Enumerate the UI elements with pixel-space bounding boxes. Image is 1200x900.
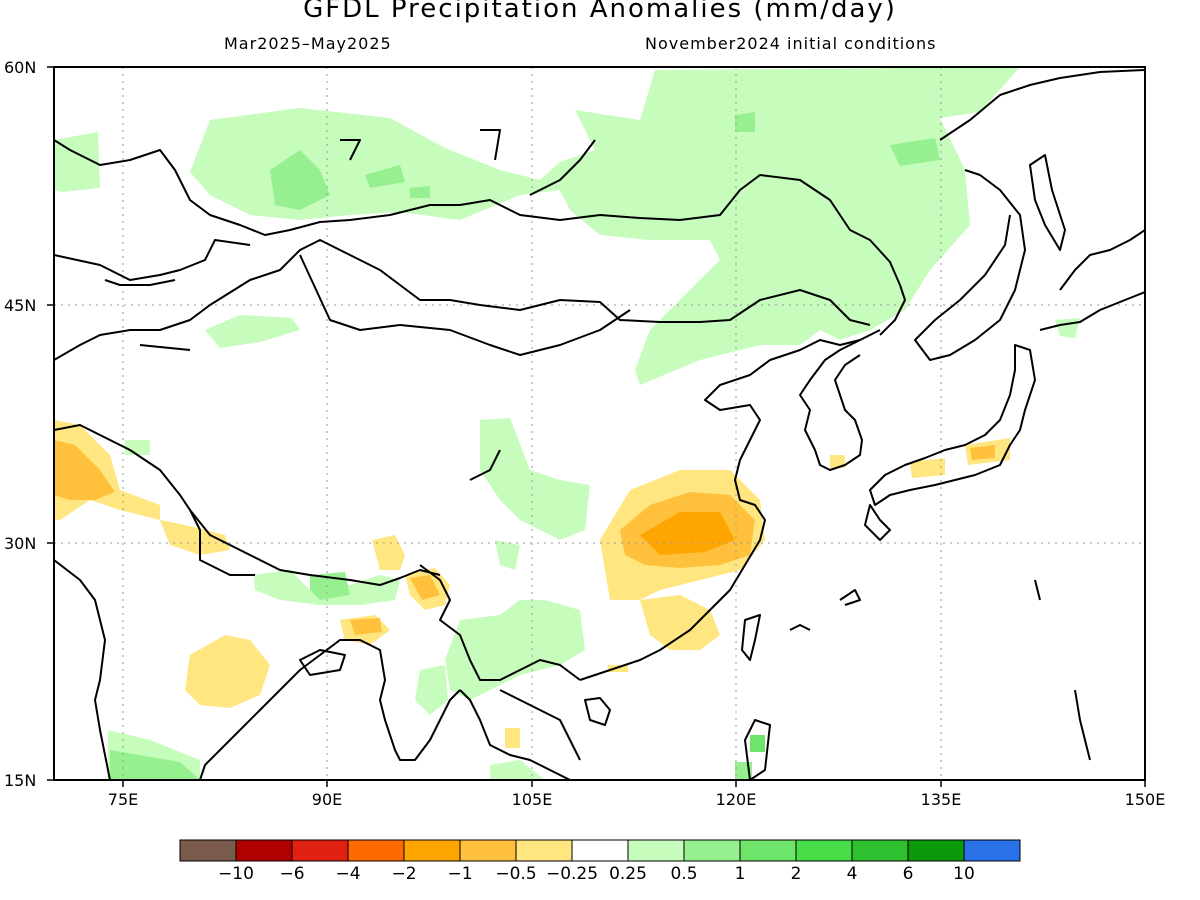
colorbar-cell: [347, 839, 405, 862]
map-frame: [53, 66, 1146, 781]
lon-label-75e: 75E: [107, 790, 139, 809]
frame-ticks: [47, 66, 1146, 787]
colorbar-cell: [403, 839, 461, 862]
lat-label-45n: 45N: [4, 296, 37, 315]
colorbar-label: 2: [790, 864, 802, 884]
colorbar-label: 0.5: [670, 864, 698, 884]
colorbar-label: 4: [846, 864, 858, 884]
colorbar-cell: [851, 839, 909, 862]
forecast-period: Mar2025–May2025: [224, 34, 392, 53]
colorbar-cell: [627, 839, 685, 862]
lon-label-90e: 90E: [311, 790, 343, 809]
lon-label-150e: 150E: [1124, 790, 1166, 809]
lat-label-60n: 60N: [4, 58, 37, 77]
wet-anomaly-strong: [750, 735, 765, 752]
colorbar-label: −1: [447, 864, 473, 884]
colorbar-label: −0.25: [545, 864, 599, 884]
colorbar-label: 1: [734, 864, 746, 884]
dry-anomaly-strong: [640, 512, 735, 555]
colorbar-label: −2: [391, 864, 417, 884]
lon-label-105e: 105E: [511, 790, 553, 809]
colorbar-cell: [291, 839, 349, 862]
colorbar-cell: [683, 839, 741, 862]
lon-label-120e: 120E: [715, 790, 757, 809]
colorbar-cell: [571, 839, 629, 862]
colorbar-cell: [459, 839, 517, 862]
colorbar-label: −10: [218, 864, 254, 884]
colorbar-label: −0.5: [495, 864, 537, 884]
colorbar-label: −6: [279, 864, 305, 884]
colorbar-label: 6: [902, 864, 914, 884]
colorbar-label: 0.25: [609, 864, 647, 884]
colorbar-cell: [795, 839, 853, 862]
colorbar-label: −4: [335, 864, 361, 884]
colorbar-cell: [907, 839, 965, 862]
colorbar-label: 10: [953, 864, 975, 884]
lat-label-15n: 15N: [4, 771, 37, 790]
colorbar-cell: [739, 839, 797, 862]
initial-conditions: November2024 initial conditions: [645, 34, 937, 53]
colorbar-cell: [963, 839, 1021, 862]
colorbar-cell: [515, 839, 573, 862]
coastlines-borders: [54, 69, 1145, 780]
wet-anomaly-mid: [110, 112, 940, 780]
colorbar-cell: [235, 839, 293, 862]
map-title: GFDL Precipitation Anomalies (mm/day): [303, 0, 897, 24]
lat-label-30n: 30N: [4, 534, 37, 553]
lon-label-135e: 135E: [920, 790, 962, 809]
colorbar-cell: [179, 839, 237, 862]
